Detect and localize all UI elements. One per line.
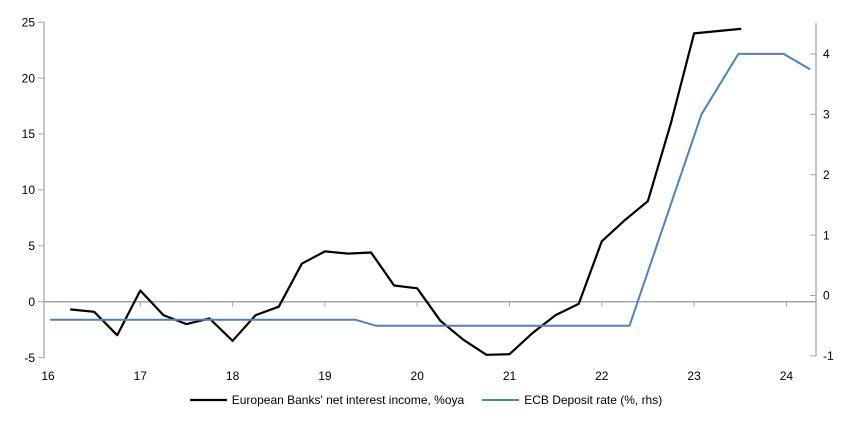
- x-tick-label: 23: [687, 369, 701, 383]
- legend-item-ecb-deposit-rate: ECB Deposit rate (%, rhs): [482, 393, 662, 407]
- legend-label-net-interest-income: European Banks' net interest income, %oy…: [231, 393, 465, 407]
- series-line-ecb-deposit-rate: [49, 52, 811, 327]
- series-line-net-interest-income: [69, 27, 742, 356]
- x-tick-label: 24: [780, 369, 794, 383]
- right-axis-tick-label: 4: [823, 47, 830, 61]
- x-tick-label: 18: [226, 369, 240, 383]
- left-axis-tick-label: 0: [28, 295, 35, 309]
- legend-label-ecb-deposit-rate: ECB Deposit rate (%, rhs): [524, 393, 663, 407]
- x-tick-label: 22: [595, 369, 609, 383]
- left-axis-tick-label: 15: [22, 127, 36, 141]
- left-axis-tick-label: 10: [22, 183, 36, 197]
- right-axis-tick-label: -1: [823, 349, 834, 363]
- blue-line-swatch-icon: [482, 399, 520, 401]
- right-axis-tick-label: 1: [823, 228, 830, 242]
- right-axis-tick-label: 0: [823, 289, 830, 303]
- x-tick-label: 17: [134, 369, 148, 383]
- left-axis-tick-label: -5: [24, 351, 35, 365]
- left-axis-tick-label: 20: [22, 71, 36, 85]
- x-tick-label: 19: [318, 369, 332, 383]
- x-tick-label: 16: [41, 369, 55, 383]
- x-tick-label: 20: [411, 369, 425, 383]
- left-axis-tick-label: 25: [22, 15, 36, 29]
- left-axis-tick-label: 5: [28, 239, 35, 253]
- legend-item-net-interest-income: European Banks' net interest income, %oy…: [189, 393, 465, 407]
- black-line-swatch-icon: [189, 398, 227, 402]
- right-axis-tick-label: 3: [823, 108, 830, 122]
- legend: European Banks' net interest income, %oy…: [0, 393, 852, 407]
- right-axis-tick-label: 2: [823, 168, 830, 182]
- x-tick-label: 21: [503, 369, 517, 383]
